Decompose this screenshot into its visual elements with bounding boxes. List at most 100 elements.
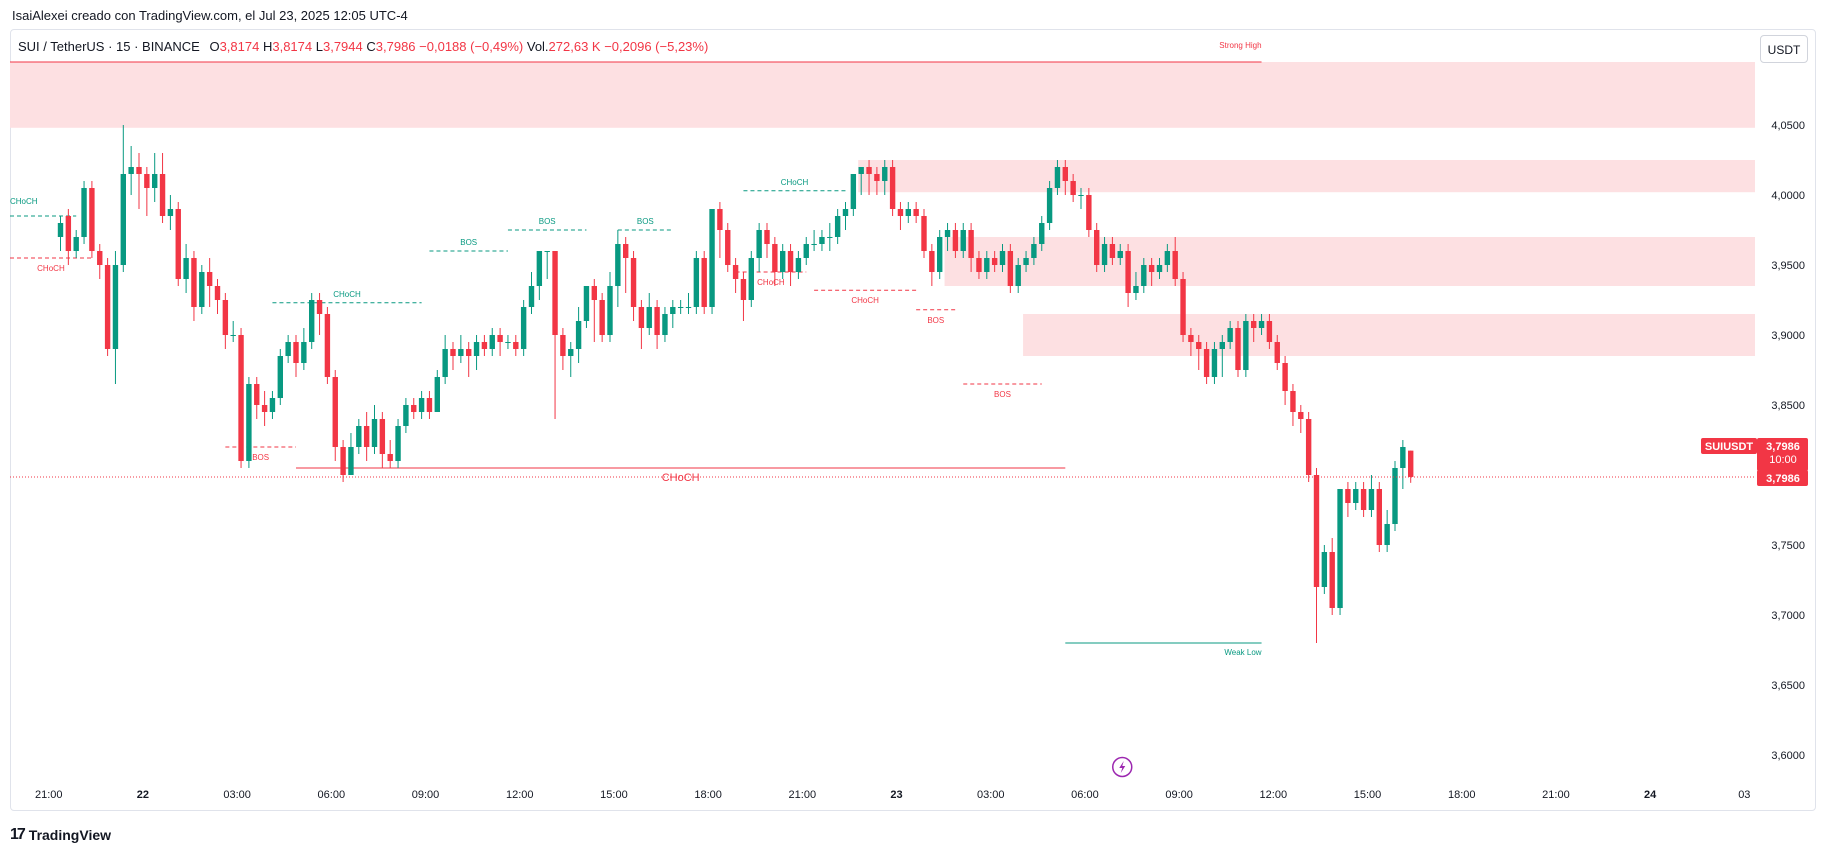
volume-label: Vol.: [526, 39, 549, 54]
tradingview-logo-icon: 17: [10, 826, 26, 843]
candle-body: [214, 286, 221, 300]
brand-name: TradingView: [28, 827, 112, 843]
candle-body: [827, 237, 833, 238]
candle-body: [466, 349, 472, 356]
candle-body: [725, 230, 731, 265]
candle-body: [1368, 489, 1375, 510]
x-tick-label: 12:00: [506, 789, 534, 801]
candle-body: [136, 167, 142, 174]
candle-body: [175, 209, 181, 279]
candle-body: [1227, 328, 1233, 342]
structure-levels: Strong High Weak Low CHoCH CHoCH CHoCH BOS CHo…: [10, 41, 1262, 657]
candle-body: [834, 216, 841, 237]
candle-body: [57, 223, 64, 237]
x-tick-label: 22: [137, 789, 149, 801]
candle-body: [206, 272, 213, 286]
y-tick-label: 3,9500: [1771, 260, 1805, 272]
candle-body: [1298, 412, 1304, 419]
candle-body: [1290, 391, 1296, 412]
candle-body: [780, 251, 786, 272]
candle-body: [630, 258, 637, 307]
candle-body: [418, 398, 425, 412]
close-label: C: [366, 39, 376, 54]
candle-body: [363, 426, 370, 447]
candle-body: [568, 349, 574, 356]
supply-zone: [858, 160, 1755, 193]
candle-body: [913, 209, 919, 216]
lightning-icon: [1112, 756, 1133, 778]
candle-body: [1164, 251, 1171, 265]
candle-body: [795, 258, 802, 272]
candle-body: [199, 272, 205, 307]
candle-body: [238, 335, 244, 461]
candle-body: [120, 174, 126, 265]
candle-body: [1251, 321, 1257, 328]
x-tick-label: 03:00: [223, 789, 251, 801]
candle-body: [1078, 195, 1084, 196]
x-tick-label: 09:00: [1165, 789, 1193, 801]
candle-body: [842, 209, 849, 216]
candle-body: [222, 300, 229, 335]
candle-body: [152, 174, 158, 188]
candle-body: [991, 258, 998, 265]
candle-body: [316, 300, 323, 314]
candle-body: [717, 209, 723, 230]
candle-body: [450, 349, 456, 356]
candle-body: [929, 251, 935, 272]
supply-zone: [944, 237, 1755, 286]
y-tick-label: 4,0500: [1771, 120, 1805, 132]
candle-body: [73, 237, 79, 251]
price-countdown-box: [1757, 437, 1808, 471]
candle-body: [591, 286, 597, 300]
candle-body: [128, 167, 134, 174]
candle-body: [104, 265, 111, 349]
candle-body: [246, 384, 252, 461]
x-tick-label: 21:00: [35, 789, 63, 801]
candle-body: [1313, 475, 1320, 587]
level-label: BOS: [994, 390, 1011, 399]
candle-body: [583, 286, 590, 321]
candle-body: [403, 405, 409, 426]
candle-body: [984, 258, 990, 272]
y-tick-label: 3,9000: [1771, 330, 1805, 342]
candle-body: [1094, 230, 1100, 265]
symbol-title[interactable]: SUI / TetherUS · 15 · BINANCE: [18, 39, 200, 54]
candle-body: [458, 349, 464, 356]
candle-body: [309, 300, 315, 342]
footer-brand[interactable]: 17 TradingView: [10, 826, 111, 844]
x-tick-label: 09:00: [412, 789, 440, 801]
candle-body: [1400, 447, 1406, 468]
x-tick-label: 18:00: [1448, 789, 1476, 801]
candle-body: [395, 426, 401, 461]
x-tick-label: 21:00: [789, 789, 817, 801]
candle-body: [1101, 244, 1108, 265]
x-tick-label: 03: [1738, 789, 1750, 801]
currency-button[interactable]: USDT: [1760, 35, 1808, 63]
candle-body: [301, 342, 307, 363]
candle-body: [1243, 321, 1249, 370]
candle-body: [607, 286, 613, 335]
candle-body: [1086, 195, 1092, 230]
candle-body: [340, 447, 346, 475]
candle-body: [772, 244, 778, 272]
candle-body: [183, 258, 189, 279]
candle-body: [1196, 342, 1202, 349]
candle-body: [819, 237, 825, 244]
level-label: BOS: [927, 316, 944, 325]
candle-body: [952, 230, 959, 251]
candle-body: [261, 405, 268, 412]
candle-body: [1054, 167, 1061, 188]
candle-body: [544, 251, 550, 252]
candle-body: [560, 335, 566, 356]
candle-body: [756, 230, 762, 258]
low-value: 3,7944: [322, 39, 363, 54]
candle-body: [615, 244, 621, 286]
candle-body: [599, 300, 605, 335]
candle-body: [1133, 286, 1139, 293]
candle-body: [473, 342, 480, 356]
low-label: L: [315, 39, 323, 54]
x-tick-label: 18:00: [694, 789, 722, 801]
candle-body: [693, 258, 700, 307]
